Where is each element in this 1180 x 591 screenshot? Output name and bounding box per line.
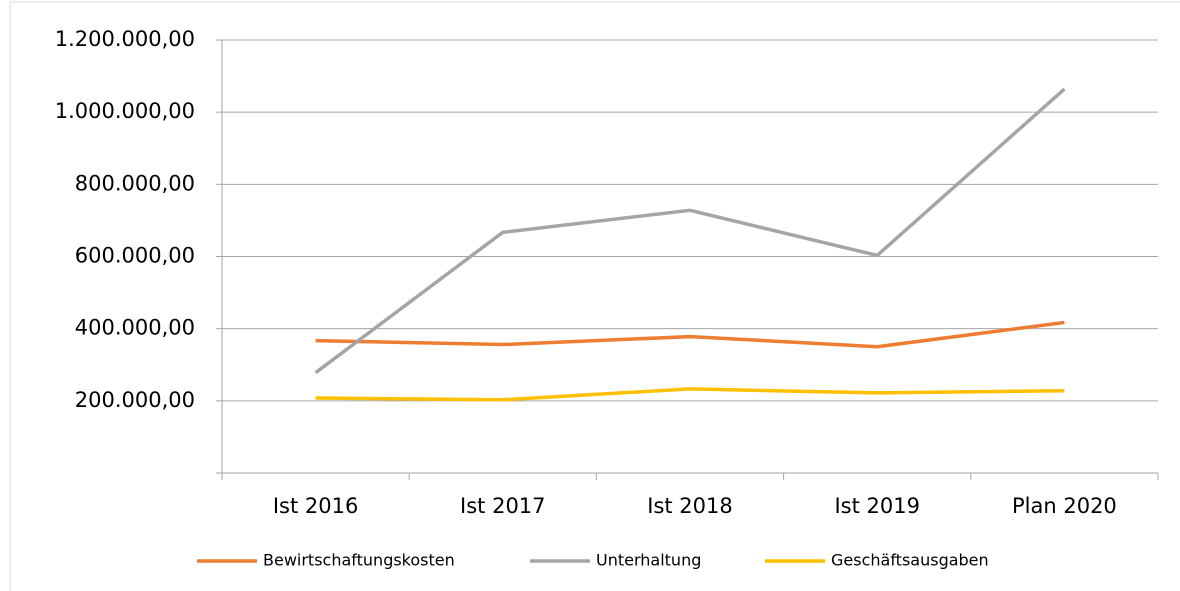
- series-line: [315, 320, 1065, 349]
- y-tick-label: 600.000,00: [75, 244, 195, 268]
- legend-label: Geschäftsausgaben: [831, 551, 989, 570]
- x-tick-label: Ist 2019: [834, 494, 920, 518]
- series-line: [314, 87, 1066, 375]
- x-tick-label: Ist 2017: [460, 494, 546, 518]
- x-tick-label: Plan 2020: [1012, 494, 1117, 518]
- legend-label: Bewirtschaftungskosten: [263, 551, 455, 570]
- x-tick-label: Ist 2016: [273, 494, 359, 518]
- y-tick-label: 400.000,00: [75, 316, 195, 340]
- y-tick-label: 1.000.000,00: [55, 99, 195, 123]
- legend-label: Unterhaltung: [596, 551, 701, 570]
- chart-frame: [9, 1, 1180, 591]
- y-tick-label: 1.200.000,00: [55, 27, 195, 51]
- series-line: [315, 387, 1065, 402]
- x-tick-label: Ist 2018: [647, 494, 733, 518]
- y-tick-label: 200.000,00: [75, 388, 195, 412]
- y-tick-label: 800.000,00: [75, 171, 195, 195]
